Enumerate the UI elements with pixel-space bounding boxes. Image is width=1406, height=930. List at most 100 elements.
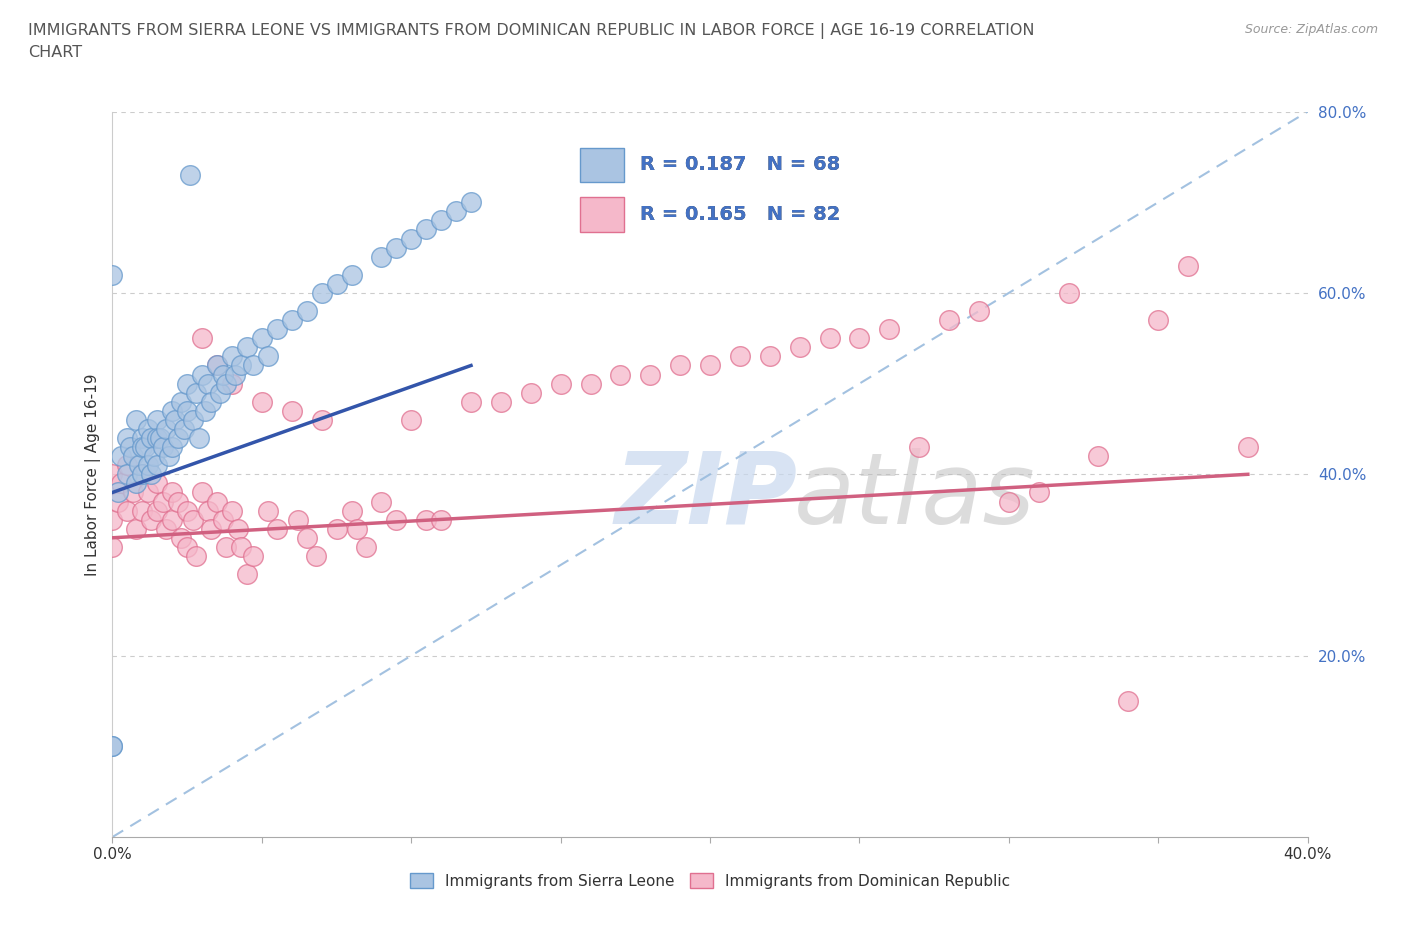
Immigrants from Sierra Leone bbox=[340, 268, 363, 283]
Immigrants from Sierra Leone bbox=[155, 421, 177, 436]
Immigrants from Sierra Leone bbox=[197, 377, 219, 392]
Immigrants from Sierra Leone bbox=[281, 312, 304, 327]
Immigrants from Sierra Leone bbox=[194, 404, 217, 418]
Immigrants from Sierra Leone bbox=[295, 303, 318, 318]
Immigrants from Dominican Republic bbox=[1028, 485, 1050, 500]
Immigrants from Sierra Leone bbox=[188, 431, 211, 445]
Immigrants from Sierra Leone bbox=[224, 367, 246, 382]
Immigrants from Dominican Republic bbox=[1118, 694, 1140, 709]
Immigrants from Sierra Leone bbox=[101, 268, 124, 283]
Immigrants from Sierra Leone bbox=[325, 276, 347, 291]
Immigrants from Dominican Republic bbox=[101, 467, 124, 482]
Immigrants from Dominican Republic bbox=[346, 521, 368, 536]
Immigrants from Sierra Leone bbox=[200, 394, 222, 409]
Immigrants from Sierra Leone bbox=[162, 440, 183, 455]
Immigrants from Sierra Leone bbox=[125, 413, 148, 428]
Immigrants from Dominican Republic bbox=[122, 485, 145, 500]
Immigrants from Dominican Republic bbox=[489, 394, 512, 409]
Immigrants from Dominican Republic bbox=[579, 377, 602, 392]
Immigrants from Dominican Republic bbox=[236, 566, 259, 581]
Immigrants from Sierra Leone bbox=[138, 458, 160, 472]
Immigrants from Sierra Leone bbox=[415, 222, 437, 237]
Immigrants from Dominican Republic bbox=[1237, 440, 1260, 455]
Text: atlas: atlas bbox=[793, 447, 1035, 545]
Immigrants from Dominican Republic bbox=[401, 413, 423, 428]
Immigrants from Sierra Leone bbox=[179, 167, 201, 182]
Immigrants from Dominican Republic bbox=[998, 494, 1021, 509]
Immigrants from Dominican Republic bbox=[242, 549, 264, 564]
Immigrants from Sierra Leone bbox=[120, 440, 142, 455]
Immigrants from Dominican Republic bbox=[967, 303, 990, 318]
Immigrants from Dominican Republic bbox=[287, 512, 309, 527]
Immigrants from Dominican Republic bbox=[110, 476, 132, 491]
Immigrants from Sierra Leone bbox=[167, 431, 190, 445]
Immigrants from Dominican Republic bbox=[415, 512, 437, 527]
Immigrants from Dominican Republic bbox=[1057, 286, 1080, 300]
Immigrants from Dominican Republic bbox=[200, 521, 222, 536]
Immigrants from Dominican Republic bbox=[669, 358, 692, 373]
Immigrants from Dominican Republic bbox=[117, 503, 139, 518]
Immigrants from Dominican Republic bbox=[107, 494, 129, 509]
Immigrants from Sierra Leone bbox=[146, 431, 169, 445]
Immigrants from Sierra Leone bbox=[209, 385, 232, 400]
Immigrants from Sierra Leone bbox=[131, 431, 153, 445]
Immigrants from Dominican Republic bbox=[609, 367, 631, 382]
Immigrants from Dominican Republic bbox=[1087, 449, 1109, 464]
Immigrants from Dominican Republic bbox=[879, 322, 901, 337]
Immigrants from Sierra Leone bbox=[146, 413, 169, 428]
Immigrants from Sierra Leone bbox=[460, 195, 482, 210]
Immigrants from Sierra Leone bbox=[152, 440, 174, 455]
Immigrants from Dominican Republic bbox=[155, 521, 177, 536]
Immigrants from Sierra Leone bbox=[401, 231, 423, 246]
Immigrants from Dominican Republic bbox=[311, 413, 333, 428]
Immigrants from Sierra Leone bbox=[229, 358, 252, 373]
Immigrants from Sierra Leone bbox=[101, 738, 124, 753]
Immigrants from Sierra Leone bbox=[162, 404, 183, 418]
Immigrants from Dominican Republic bbox=[146, 503, 169, 518]
Immigrants from Dominican Republic bbox=[759, 349, 782, 364]
Immigrants from Dominican Republic bbox=[101, 512, 124, 527]
Immigrants from Sierra Leone bbox=[444, 204, 467, 219]
Immigrants from Dominican Republic bbox=[229, 539, 252, 554]
Immigrants from Dominican Republic bbox=[325, 521, 347, 536]
Immigrants from Sierra Leone bbox=[176, 404, 198, 418]
Immigrants from Sierra Leone bbox=[149, 431, 172, 445]
Immigrants from Dominican Republic bbox=[226, 521, 249, 536]
Immigrants from Dominican Republic bbox=[356, 539, 378, 554]
Immigrants from Dominican Republic bbox=[699, 358, 721, 373]
Immigrants from Dominican Republic bbox=[789, 340, 811, 355]
Immigrants from Dominican Republic bbox=[131, 467, 153, 482]
Immigrants from Dominican Republic bbox=[197, 503, 219, 518]
Immigrants from Sierra Leone bbox=[266, 322, 288, 337]
Immigrants from Dominican Republic bbox=[215, 539, 238, 554]
Immigrants from Dominican Republic bbox=[162, 485, 183, 500]
Immigrants from Dominican Republic bbox=[146, 476, 169, 491]
Immigrants from Dominican Republic bbox=[1177, 259, 1199, 273]
Immigrants from Dominican Republic bbox=[340, 503, 363, 518]
Immigrants from Sierra Leone bbox=[125, 476, 148, 491]
Immigrants from Dominican Republic bbox=[818, 331, 841, 346]
Immigrants from Sierra Leone bbox=[430, 213, 453, 228]
Immigrants from Dominican Republic bbox=[1147, 312, 1170, 327]
Immigrants from Sierra Leone bbox=[173, 421, 195, 436]
Immigrants from Dominican Republic bbox=[141, 512, 163, 527]
Immigrants from Sierra Leone bbox=[110, 449, 132, 464]
Immigrants from Dominican Republic bbox=[191, 331, 214, 346]
Immigrants from Dominican Republic bbox=[640, 367, 662, 382]
Immigrants from Sierra Leone bbox=[141, 431, 163, 445]
Immigrants from Sierra Leone bbox=[205, 358, 228, 373]
Immigrants from Dominican Republic bbox=[221, 377, 243, 392]
Immigrants from Sierra Leone bbox=[157, 449, 180, 464]
Immigrants from Sierra Leone bbox=[117, 467, 139, 482]
Immigrants from Sierra Leone bbox=[215, 377, 238, 392]
Immigrants from Dominican Republic bbox=[305, 549, 328, 564]
Immigrants from Dominican Republic bbox=[908, 440, 931, 455]
Immigrants from Dominican Republic bbox=[176, 503, 198, 518]
Immigrants from Dominican Republic bbox=[205, 358, 228, 373]
Immigrants from Dominican Republic bbox=[221, 503, 243, 518]
Immigrants from Dominican Republic bbox=[938, 312, 960, 327]
Immigrants from Dominican Republic bbox=[257, 503, 280, 518]
Immigrants from Sierra Leone bbox=[165, 413, 187, 428]
Immigrants from Sierra Leone bbox=[370, 249, 392, 264]
Immigrants from Sierra Leone bbox=[311, 286, 333, 300]
